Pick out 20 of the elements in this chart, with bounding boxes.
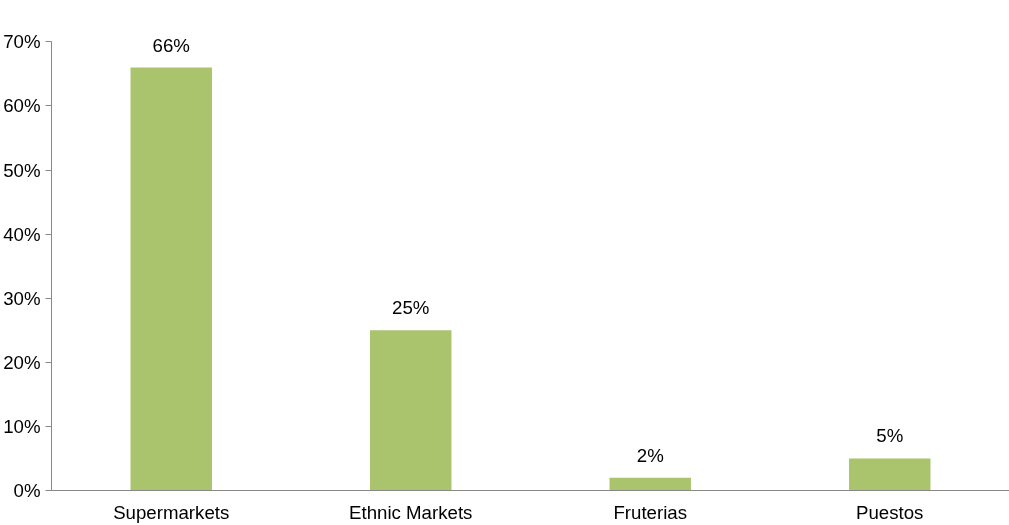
x-tick-label: Fruterias (613, 501, 688, 523)
y-tick-label: 70% (3, 31, 41, 53)
bar (849, 458, 931, 491)
data-label: 5% (876, 425, 904, 447)
y-tick-label: 50% (3, 159, 41, 181)
x-tick-label: Ethnic Markets (349, 501, 473, 523)
y-tick-label: 10% (3, 415, 41, 437)
data-label: 66% (152, 34, 190, 56)
data-label: 2% (636, 444, 664, 466)
bar (370, 330, 452, 491)
bar (130, 67, 212, 491)
bar (609, 477, 691, 491)
y-tick-label: 40% (3, 223, 41, 245)
x-tick-label: Puestos (856, 501, 924, 523)
y-tick-label: 20% (3, 351, 41, 373)
y-tick-label: 60% (3, 95, 41, 117)
y-tick-label: 0% (13, 480, 41, 501)
data-label: 25% (392, 297, 430, 319)
x-tick-label: Supermarkets (113, 501, 230, 523)
y-tick-label: 30% (3, 287, 41, 309)
